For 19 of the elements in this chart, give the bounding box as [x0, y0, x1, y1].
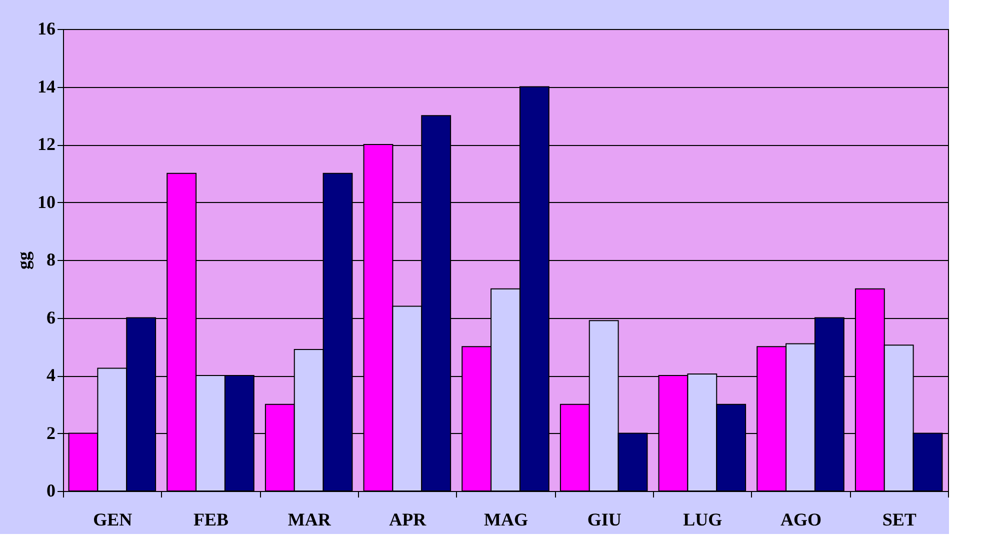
x-tick-label: FEB: [193, 510, 229, 530]
y-tick-label: 12: [38, 134, 56, 154]
y-tick-label: 4: [46, 365, 56, 385]
y-tick-label: 6: [46, 307, 56, 328]
x-tick-label: GIU: [587, 510, 622, 530]
y-tick-label: 2: [46, 422, 56, 443]
x-tick-label: GEN: [93, 510, 132, 530]
x-tick-label: MAR: [288, 510, 332, 530]
x-tick-label: LUG: [683, 510, 722, 530]
y-tick-label: 16: [38, 18, 56, 38]
y-tick-label: 0: [46, 480, 56, 500]
y-tick-label: 8: [46, 250, 56, 270]
x-tick-label: MAG: [484, 510, 528, 530]
x-tick-label: SET: [882, 510, 916, 530]
x-tick-label: AGO: [780, 510, 822, 530]
y-tick-label: 14: [38, 76, 56, 96]
y-axis-title: gg: [14, 252, 34, 270]
y-tick-label: 10: [38, 192, 56, 212]
x-tick-label: APR: [389, 510, 428, 530]
